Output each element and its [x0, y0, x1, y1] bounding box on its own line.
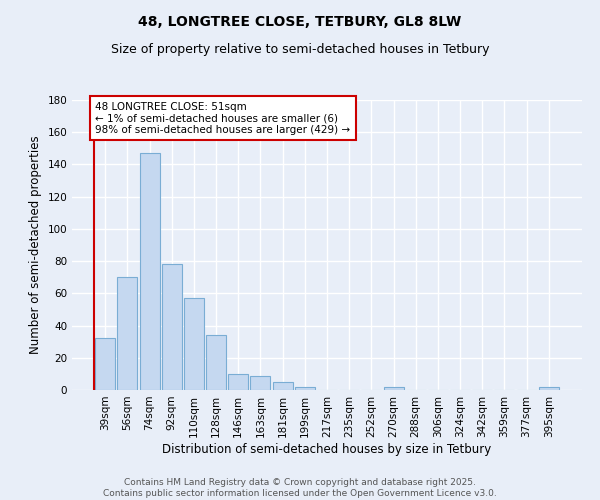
Bar: [206, 335, 226, 390]
Y-axis label: Number of semi-detached properties: Number of semi-detached properties: [29, 136, 42, 354]
Bar: [184, 298, 204, 390]
Bar: [228, 374, 248, 390]
Bar: [140, 153, 160, 390]
X-axis label: Distribution of semi-detached houses by size in Tetbury: Distribution of semi-detached houses by …: [163, 442, 491, 456]
Bar: [95, 338, 115, 390]
Bar: [539, 387, 559, 390]
Bar: [250, 376, 271, 390]
Text: 48, LONGTREE CLOSE, TETBURY, GL8 8LW: 48, LONGTREE CLOSE, TETBURY, GL8 8LW: [139, 15, 461, 29]
Bar: [295, 387, 315, 390]
Bar: [118, 277, 137, 390]
Text: Contains HM Land Registry data © Crown copyright and database right 2025.
Contai: Contains HM Land Registry data © Crown c…: [103, 478, 497, 498]
Bar: [162, 264, 182, 390]
Bar: [383, 387, 404, 390]
Text: 48 LONGTREE CLOSE: 51sqm
← 1% of semi-detached houses are smaller (6)
98% of sem: 48 LONGTREE CLOSE: 51sqm ← 1% of semi-de…: [95, 102, 350, 135]
Bar: [272, 382, 293, 390]
Text: Size of property relative to semi-detached houses in Tetbury: Size of property relative to semi-detach…: [111, 42, 489, 56]
